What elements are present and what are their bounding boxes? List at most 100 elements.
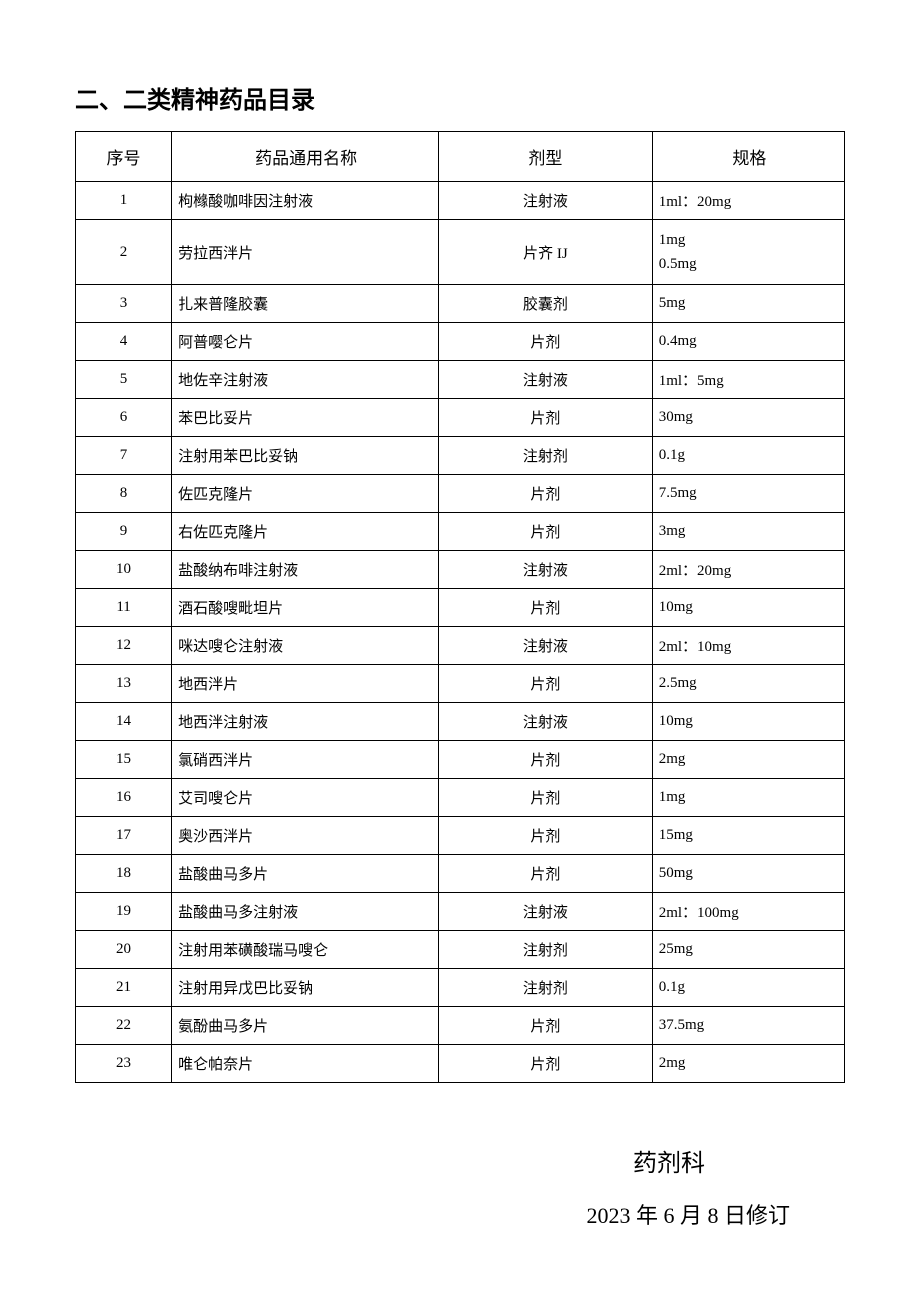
cell-index: 12 <box>76 627 172 665</box>
cell-spec: 3mg <box>652 513 844 551</box>
cell-form: 片剂 <box>439 779 653 817</box>
cell-index: 18 <box>76 855 172 893</box>
cell-name: 酒石酸嗖毗坦片 <box>172 589 439 627</box>
cell-spec: 7.5mg <box>652 475 844 513</box>
cell-form: 注射液 <box>439 627 653 665</box>
cell-name: 注射用异戊巴比妥钠 <box>172 969 439 1007</box>
cell-index: 1 <box>76 182 172 220</box>
cell-form: 片剂 <box>439 589 653 627</box>
cell-index: 22 <box>76 1007 172 1045</box>
cell-index: 5 <box>76 361 172 399</box>
cell-index: 8 <box>76 475 172 513</box>
cell-form: 片剂 <box>439 855 653 893</box>
cell-form: 注射剂 <box>439 437 653 475</box>
cell-spec: 30mg <box>652 399 844 437</box>
cell-name: 氯硝西泮片 <box>172 741 439 779</box>
cell-name: 盐酸曲马多注射液 <box>172 893 439 931</box>
cell-index: 21 <box>76 969 172 1007</box>
cell-index: 19 <box>76 893 172 931</box>
cell-index: 2 <box>76 220 172 285</box>
cell-name: 奥沙西泮片 <box>172 817 439 855</box>
cell-form: 片剂 <box>439 323 653 361</box>
table-row: 8佐匹克隆片片剂7.5mg <box>76 475 845 513</box>
cell-name: 艾司嗖仑片 <box>172 779 439 817</box>
cell-spec: 1mg0.5mg <box>652 220 844 285</box>
table-row: 10盐酸纳布啡注射液注射液2ml：20mg <box>76 551 845 589</box>
cell-spec: 2mg <box>652 1045 844 1083</box>
table-row: 9右佐匹克隆片片剂3mg <box>76 513 845 551</box>
cell-index: 16 <box>76 779 172 817</box>
cell-name: 地西泮注射液 <box>172 703 439 741</box>
cell-spec: 1ml：5mg <box>652 361 844 399</box>
table-row: 17奥沙西泮片片剂15mg <box>76 817 845 855</box>
table-row: 14地西泮注射液注射液10mg <box>76 703 845 741</box>
cell-name: 注射用苯磺酸瑞马嗖仑 <box>172 931 439 969</box>
cell-index: 6 <box>76 399 172 437</box>
cell-spec: 0.1g <box>652 437 844 475</box>
cell-index: 15 <box>76 741 172 779</box>
header-form: 剂型 <box>439 132 653 182</box>
cell-form: 片剂 <box>439 399 653 437</box>
cell-name: 氨酚曲马多片 <box>172 1007 439 1045</box>
cell-name: 佐匹克隆片 <box>172 475 439 513</box>
cell-form: 片剂 <box>439 1007 653 1045</box>
cell-form: 注射剂 <box>439 969 653 1007</box>
footer-date: 2023 年 6 月 8 日修订 <box>75 1198 790 1230</box>
table-row: 6苯巴比妥片片剂30mg <box>76 399 845 437</box>
cell-name: 注射用苯巴比妥钠 <box>172 437 439 475</box>
cell-name: 盐酸纳布啡注射液 <box>172 551 439 589</box>
cell-spec: 0.1g <box>652 969 844 1007</box>
cell-index: 17 <box>76 817 172 855</box>
cell-name: 盐酸曲马多片 <box>172 855 439 893</box>
cell-index: 10 <box>76 551 172 589</box>
cell-spec: 15mg <box>652 817 844 855</box>
table-row: 1枸橼酸咖啡因注射液注射液1ml：20mg <box>76 182 845 220</box>
cell-form: 注射液 <box>439 551 653 589</box>
cell-form: 片剂 <box>439 1045 653 1083</box>
section-title: 二、二类精神药品目录 <box>75 80 845 115</box>
cell-index: 20 <box>76 931 172 969</box>
cell-index: 7 <box>76 437 172 475</box>
table-row: 20注射用苯磺酸瑞马嗖仑注射剂25mg <box>76 931 845 969</box>
cell-name: 右佐匹克隆片 <box>172 513 439 551</box>
table-row: 13地西泮片片剂2.5mg <box>76 665 845 703</box>
table-row: 16艾司嗖仑片片剂1mg <box>76 779 845 817</box>
cell-form: 片剂 <box>439 665 653 703</box>
cell-name: 扎来普隆胶囊 <box>172 285 439 323</box>
cell-spec: 50mg <box>652 855 844 893</box>
cell-form: 注射液 <box>439 893 653 931</box>
cell-index: 23 <box>76 1045 172 1083</box>
cell-form: 胶囊剂 <box>439 285 653 323</box>
cell-form: 注射剂 <box>439 931 653 969</box>
cell-spec: 1ml：20mg <box>652 182 844 220</box>
table-row: 7注射用苯巴比妥钠注射剂0.1g <box>76 437 845 475</box>
cell-name: 阿普嘤仑片 <box>172 323 439 361</box>
cell-name: 苯巴比妥片 <box>172 399 439 437</box>
cell-spec: 2ml：20mg <box>652 551 844 589</box>
table-row: 11酒石酸嗖毗坦片片剂10mg <box>76 589 845 627</box>
cell-name: 地西泮片 <box>172 665 439 703</box>
footer: 药剂科 2023 年 6 月 8 日修订 <box>75 1143 845 1230</box>
cell-form: 片剂 <box>439 475 653 513</box>
cell-spec: 37.5mg <box>652 1007 844 1045</box>
cell-index: 3 <box>76 285 172 323</box>
cell-name: 劳拉西泮片 <box>172 220 439 285</box>
table-row: 22氨酚曲马多片片剂37.5mg <box>76 1007 845 1045</box>
cell-form: 片齐 IJ <box>439 220 653 285</box>
table-row: 3扎来普隆胶囊胶囊剂5mg <box>76 285 845 323</box>
cell-spec: 0.4mg <box>652 323 844 361</box>
table-row: 23唯仑帕奈片片剂2mg <box>76 1045 845 1083</box>
table-row: 21注射用异戊巴比妥钠注射剂0.1g <box>76 969 845 1007</box>
cell-name: 地佐辛注射液 <box>172 361 439 399</box>
cell-index: 11 <box>76 589 172 627</box>
cell-index: 14 <box>76 703 172 741</box>
cell-spec: 2ml：10mg <box>652 627 844 665</box>
table-row: 18盐酸曲马多片片剂50mg <box>76 855 845 893</box>
cell-index: 13 <box>76 665 172 703</box>
cell-name: 枸橼酸咖啡因注射液 <box>172 182 439 220</box>
cell-index: 4 <box>76 323 172 361</box>
cell-form: 片剂 <box>439 513 653 551</box>
cell-spec: 1mg <box>652 779 844 817</box>
cell-spec: 5mg <box>652 285 844 323</box>
cell-form: 注射液 <box>439 182 653 220</box>
